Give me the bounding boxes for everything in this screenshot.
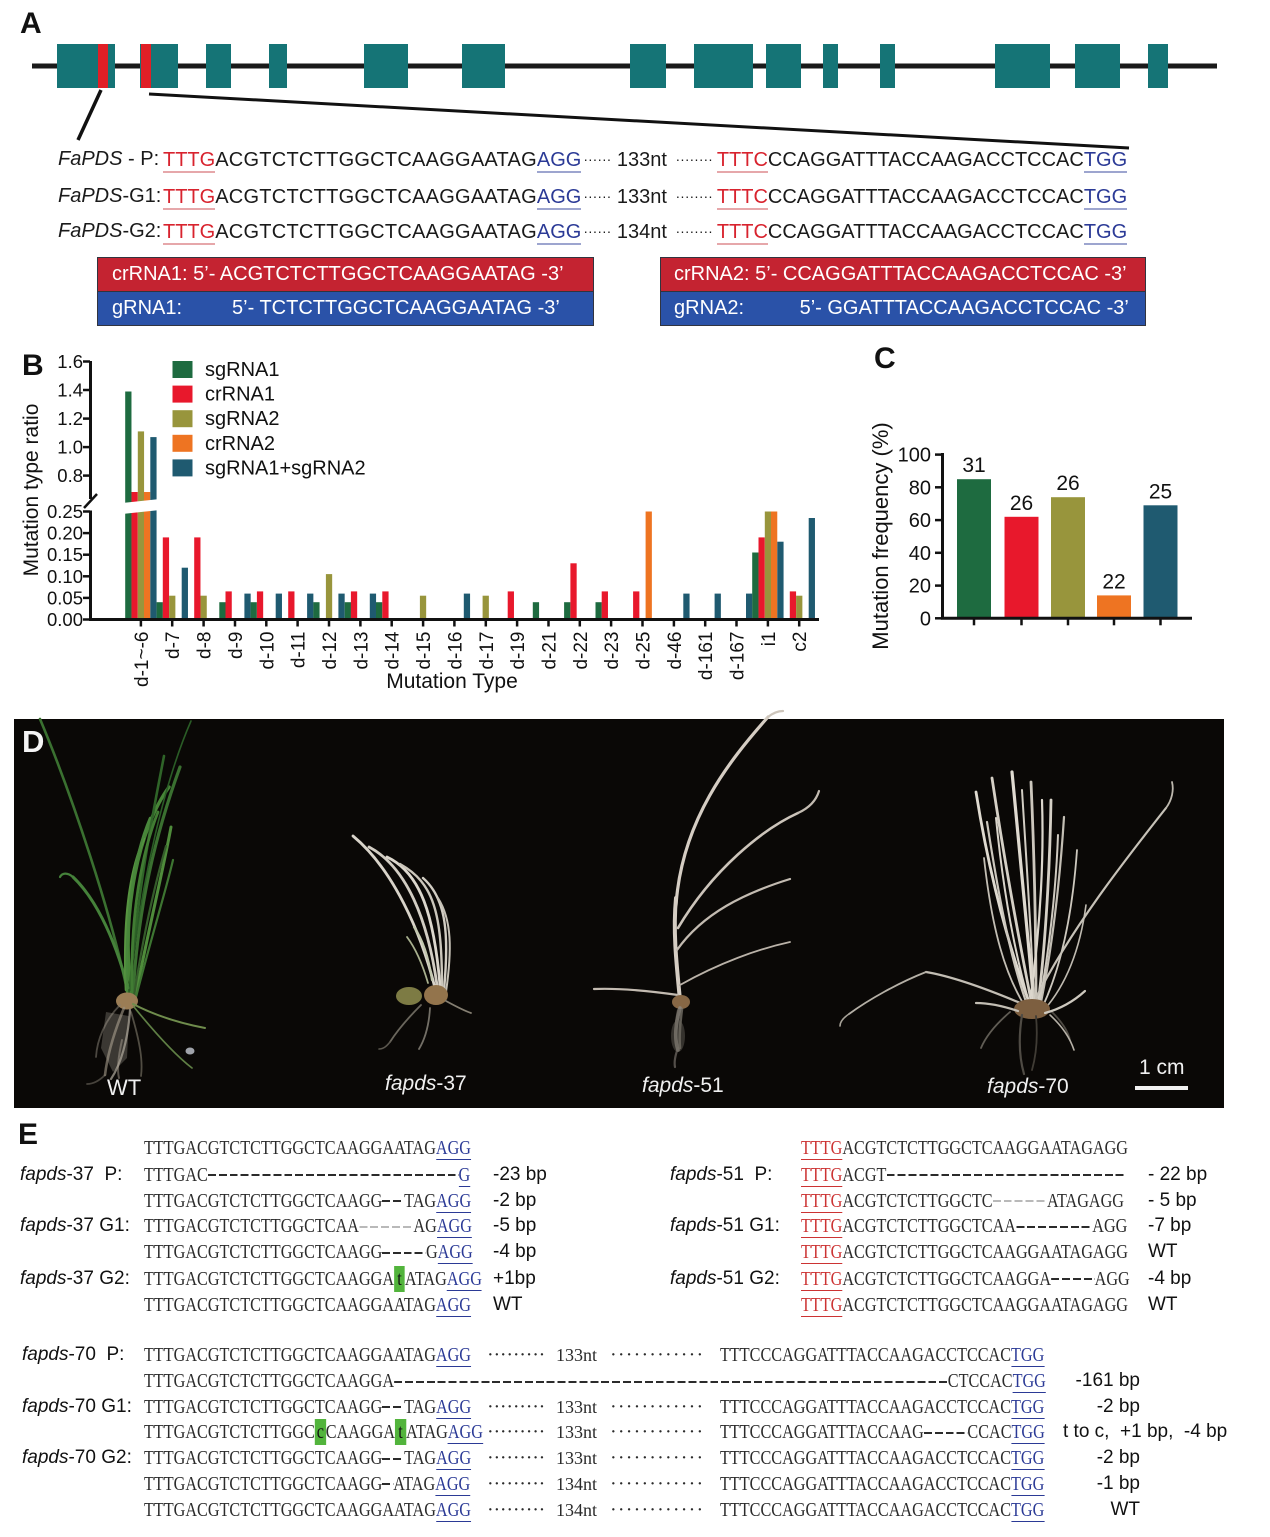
svg-text:26: 26 xyxy=(1056,472,1079,495)
svg-text:0.8: 0.8 xyxy=(57,465,83,486)
svg-text:i1: i1 xyxy=(759,632,780,647)
svg-text:d-23: d-23 xyxy=(602,632,623,670)
svg-text:1 cm: 1 cm xyxy=(1139,1056,1185,1079)
svg-text:Mutation Type: Mutation Type xyxy=(386,670,518,693)
svg-text:1.6: 1.6 xyxy=(57,351,83,372)
svg-text:1.4: 1.4 xyxy=(57,380,83,401)
svg-text:d-21: d-21 xyxy=(540,632,561,670)
svg-text:0.00: 0.00 xyxy=(47,609,83,630)
svg-text:d-17: d-17 xyxy=(477,632,498,670)
svg-text:d-15: d-15 xyxy=(414,632,435,670)
svg-text:fapds-70: fapds-70 xyxy=(987,1075,1069,1098)
svg-text:20: 20 xyxy=(909,576,931,598)
svg-text:d-12: d-12 xyxy=(320,632,341,670)
svg-text:d-10: d-10 xyxy=(257,632,278,670)
svg-text:Mutation type ratio: Mutation type ratio xyxy=(20,404,43,577)
svg-text:sgRNA2: sgRNA2 xyxy=(205,408,279,430)
svg-text:A: A xyxy=(20,7,42,40)
svg-text:26: 26 xyxy=(1010,492,1033,515)
svg-text:fapds-37: fapds-37 xyxy=(385,1072,467,1095)
svg-text:0.25: 0.25 xyxy=(47,501,83,522)
svg-text:D: D xyxy=(22,724,44,759)
svg-text:fapds-51: fapds-51 xyxy=(642,1074,724,1097)
svg-text:60: 60 xyxy=(909,510,931,532)
svg-text:40: 40 xyxy=(909,543,931,565)
svg-text:25: 25 xyxy=(1149,480,1172,503)
svg-text:d-9: d-9 xyxy=(226,632,247,659)
svg-text:B: B xyxy=(22,349,44,382)
svg-text:sgRNA1: sgRNA1 xyxy=(205,359,279,381)
svg-text:d-19: d-19 xyxy=(508,632,529,670)
svg-text:d-11: d-11 xyxy=(289,632,310,669)
svg-text:WT: WT xyxy=(107,1075,141,1100)
svg-text:d-161: d-161 xyxy=(696,632,717,681)
svg-text:d-46: d-46 xyxy=(665,632,686,670)
svg-text:d-14: d-14 xyxy=(383,631,404,669)
svg-text:crRNA1: crRNA1 xyxy=(205,384,275,406)
svg-text:crRNA2: crRNA2 xyxy=(205,433,275,455)
svg-text:d-22: d-22 xyxy=(571,632,592,670)
svg-text:d-16: d-16 xyxy=(445,632,466,670)
svg-text:d-7: d-7 xyxy=(163,632,184,659)
svg-text:22: 22 xyxy=(1102,570,1125,593)
svg-text:1.0: 1.0 xyxy=(57,437,83,458)
svg-text:d-167: d-167 xyxy=(728,632,749,681)
svg-text:d-8: d-8 xyxy=(195,632,216,659)
svg-text:d-1~-6: d-1~-6 xyxy=(132,632,153,687)
svg-text:1.2: 1.2 xyxy=(57,408,83,429)
svg-text:Mutation frequency (%): Mutation frequency (%) xyxy=(868,422,893,649)
svg-text:sgRNA1+sgRNA2: sgRNA1+sgRNA2 xyxy=(205,457,366,479)
svg-text:31: 31 xyxy=(962,454,985,477)
svg-text:d-25: d-25 xyxy=(634,632,655,670)
svg-text:d-13: d-13 xyxy=(351,632,372,670)
svg-text:c2: c2 xyxy=(790,632,811,652)
svg-text:0.05: 0.05 xyxy=(47,587,83,608)
svg-text:C: C xyxy=(874,342,896,375)
svg-text:80: 80 xyxy=(909,477,931,499)
svg-text:0.20: 0.20 xyxy=(47,523,83,544)
svg-text:0.10: 0.10 xyxy=(47,566,83,587)
svg-text:0.15: 0.15 xyxy=(47,544,83,565)
svg-text:0: 0 xyxy=(920,608,931,630)
svg-text:100: 100 xyxy=(898,445,931,467)
